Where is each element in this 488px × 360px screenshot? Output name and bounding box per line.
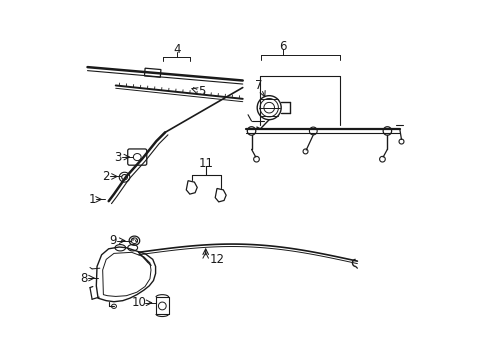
Text: 10: 10 xyxy=(132,296,146,309)
Text: 5: 5 xyxy=(198,85,205,98)
Bar xyxy=(144,68,161,77)
Text: 11: 11 xyxy=(198,157,213,170)
Text: 12: 12 xyxy=(209,253,224,266)
Text: 2: 2 xyxy=(102,170,110,183)
Text: 7: 7 xyxy=(254,79,262,92)
Text: 3: 3 xyxy=(114,150,121,163)
Text: 8: 8 xyxy=(80,271,87,284)
Text: 4: 4 xyxy=(173,43,180,56)
Text: 1: 1 xyxy=(88,193,96,206)
Text: 9: 9 xyxy=(109,234,116,247)
Text: 6: 6 xyxy=(278,40,286,53)
